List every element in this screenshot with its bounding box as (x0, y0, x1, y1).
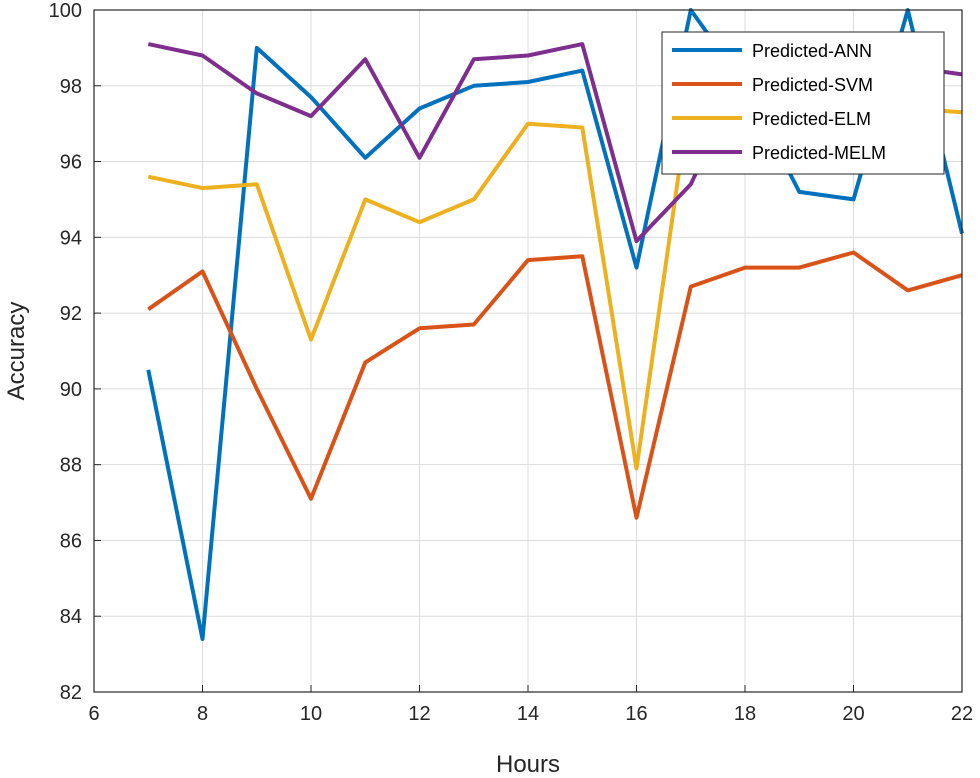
x-tick-label: 16 (625, 703, 647, 725)
legend-label: Predicted-SVM (752, 75, 873, 95)
series-line-predicted-svm (147, 250, 963, 520)
x-axis-label: Hours (496, 751, 560, 778)
legend-label: Predicted-MELM (752, 143, 886, 163)
y-tick-label: 92 (60, 303, 82, 325)
y-axis-label: Accuracy (3, 302, 30, 401)
y-tick-label: 88 (60, 455, 82, 477)
x-tick-label: 14 (517, 703, 539, 725)
x-tick-label: 8 (197, 703, 208, 725)
legend: Predicted-ANN Predicted-SVM Predicted-ELM P… (661, 31, 945, 175)
axis-ticks: 6 8 10 12 14 16 18 20 22 82 84 86 88 90 92 94 96 98 100 (49, 0, 974, 725)
x-tick-label: 12 (408, 703, 430, 725)
y-tick-label: 100 (49, 0, 82, 22)
x-tick-label: 6 (88, 703, 99, 725)
series-line-predicted-ann (146, 8, 964, 641)
y-tick-label: 86 (60, 530, 82, 552)
x-tick-label: 18 (734, 703, 756, 725)
y-tick-label: 84 (60, 606, 82, 628)
x-tick-label: 20 (842, 703, 864, 725)
y-tick-label: 98 (60, 76, 82, 98)
legend-label: Predicted-ANN (752, 41, 872, 61)
y-tick-label: 90 (60, 379, 82, 401)
y-tick-label: 96 (60, 152, 82, 174)
y-tick-label: 94 (60, 227, 82, 249)
x-tick-label: 10 (300, 703, 322, 725)
x-tick-label: 22 (951, 703, 973, 725)
legend-label: Predicted-ELM (752, 109, 871, 129)
y-tick-label: 82 (60, 682, 82, 704)
